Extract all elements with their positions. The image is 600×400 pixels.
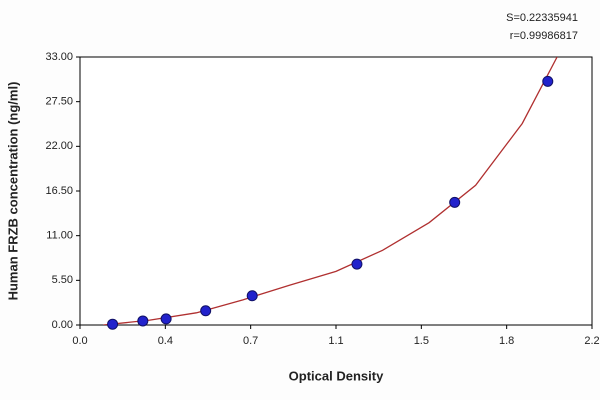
annotation: r=0.99986817 bbox=[510, 30, 578, 42]
data-point bbox=[200, 305, 212, 317]
y-tick-label: 0.00 bbox=[52, 319, 73, 331]
y-tick-label: 5.50 bbox=[52, 274, 73, 286]
x-tick-label: 1.8 bbox=[499, 335, 514, 347]
annotation: S=0.22335941 bbox=[506, 12, 578, 24]
y-tick-label: 16.50 bbox=[45, 185, 73, 197]
data-point bbox=[542, 75, 554, 87]
y-tick-label: 33.00 bbox=[45, 51, 73, 63]
x-axis-label: Optical Density bbox=[289, 368, 384, 383]
x-tick-label: 0.0 bbox=[72, 335, 87, 347]
x-tick-label: 1.5 bbox=[414, 335, 429, 347]
x-tick-label: 0.7 bbox=[243, 335, 258, 347]
plot-frame bbox=[79, 56, 593, 326]
x-tick-label: 2.2 bbox=[584, 335, 599, 347]
data-point bbox=[351, 258, 363, 270]
data-point bbox=[246, 290, 258, 302]
y-tick-label: 11.00 bbox=[46, 230, 73, 242]
y-tick-label: 22.00 bbox=[45, 140, 73, 152]
x-tick-label: 0.4 bbox=[158, 335, 173, 347]
data-point bbox=[137, 315, 149, 327]
data-point bbox=[160, 313, 172, 325]
y-axis-label: Human FRZB concentration (ng/ml) bbox=[5, 82, 20, 301]
x-tick-label: 1.1 bbox=[328, 335, 343, 347]
fit-curve bbox=[103, 57, 558, 325]
y-tick-label: 27.50 bbox=[45, 96, 73, 108]
data-point bbox=[449, 196, 461, 208]
data-point bbox=[107, 318, 119, 330]
